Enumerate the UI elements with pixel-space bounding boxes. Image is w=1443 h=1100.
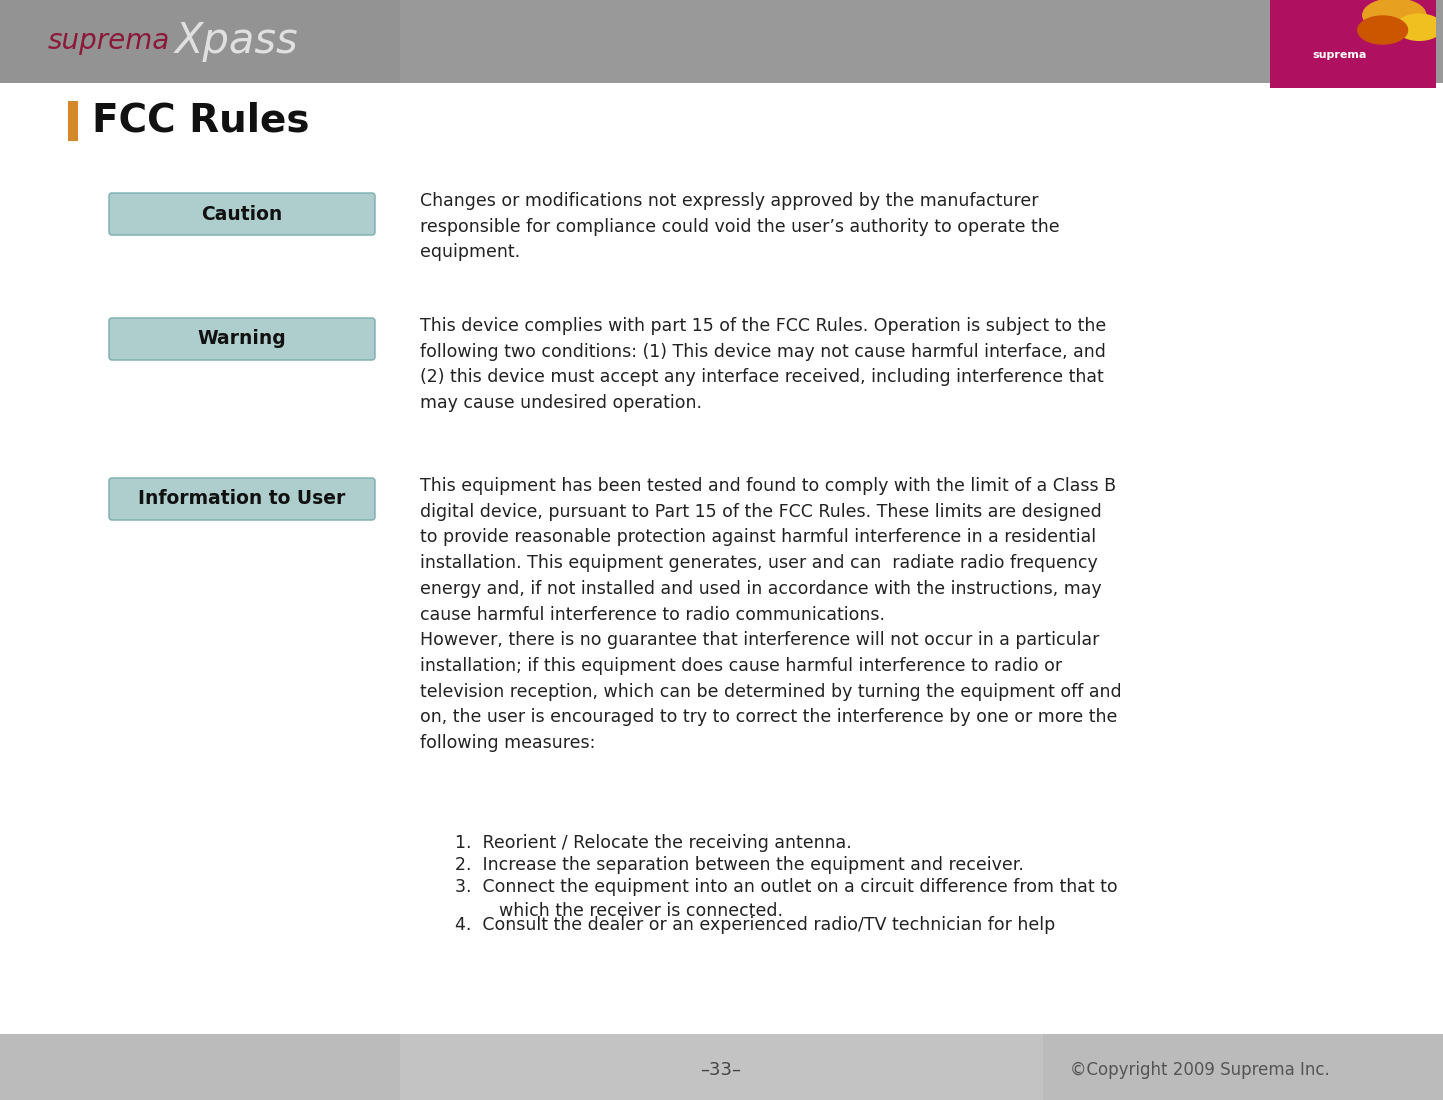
Text: Changes or modifications not expressly approved by the manufacturer
responsible : Changes or modifications not expressly a… [420, 192, 1059, 262]
Text: –33–: –33– [700, 1062, 742, 1079]
Text: 3.  Connect the equipment into an outlet on a circuit difference from that to
  : 3. Connect the equipment into an outlet … [455, 878, 1118, 920]
Text: Xpass: Xpass [175, 20, 299, 63]
FancyBboxPatch shape [110, 478, 375, 520]
Text: FCC Rules: FCC Rules [92, 101, 309, 140]
Text: suprema: suprema [48, 28, 170, 55]
Text: 2.  Increase the separation between the equipment and receiver.: 2. Increase the separation between the e… [455, 856, 1025, 875]
Text: Caution: Caution [202, 205, 283, 223]
Text: 1.  Reorient / Relocate the receiving antenna.: 1. Reorient / Relocate the receiving ant… [455, 834, 851, 852]
Bar [68, 100, 78, 141]
Bar [0, 0, 400, 82]
FancyBboxPatch shape [110, 192, 375, 235]
Ellipse shape [1395, 14, 1443, 41]
Text: Warning: Warning [198, 330, 286, 349]
Text: suprema: suprema [1312, 51, 1367, 60]
Ellipse shape [1358, 16, 1407, 44]
Text: This equipment has been tested and found to comply with the limit of a Class B
d: This equipment has been tested and found… [420, 477, 1121, 752]
Text: This device complies with part 15 of the FCC Rules. Operation is subject to the
: This device complies with part 15 of the… [420, 317, 1107, 412]
Bar [400, 1034, 1043, 1100]
Text: Information to User: Information to User [139, 490, 346, 508]
Text: ©Copyright 2009 Suprema Inc.: ©Copyright 2009 Suprema Inc. [1071, 1062, 1330, 1079]
Text: 4.  Consult the dealer or an experienced radio/TV technician for help: 4. Consult the dealer or an experienced … [455, 916, 1055, 934]
FancyBboxPatch shape [110, 318, 375, 360]
Ellipse shape [1362, 0, 1426, 32]
FancyBboxPatch shape [1258, 0, 1443, 95]
